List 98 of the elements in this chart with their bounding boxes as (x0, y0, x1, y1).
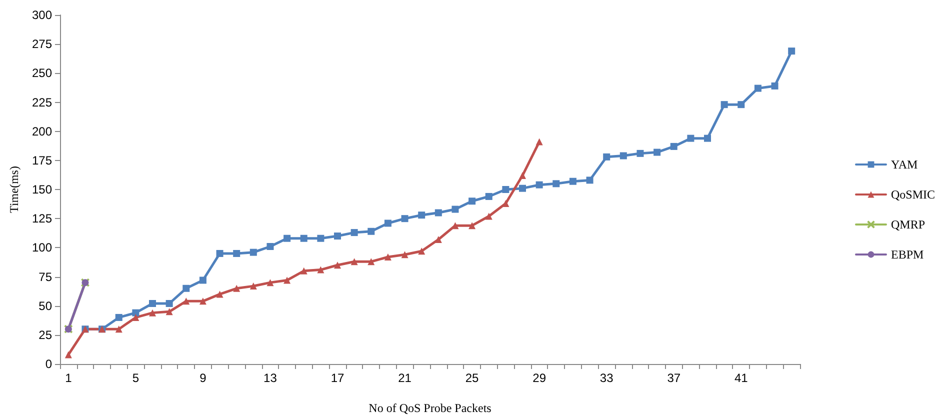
point (754, 84, 762, 92)
y-tick-label: 25 (38, 328, 52, 342)
point (182, 284, 190, 292)
point (350, 229, 358, 236)
point (738, 101, 745, 108)
point (536, 138, 543, 146)
point (334, 232, 341, 240)
y-tick-label: 200 (32, 124, 52, 138)
point (317, 234, 324, 242)
point (216, 290, 224, 298)
point (250, 248, 257, 256)
point (434, 236, 442, 244)
point (452, 206, 459, 213)
point (468, 198, 476, 205)
x-tick-label: 29 (532, 371, 546, 385)
y-tick-label: 225 (32, 95, 52, 110)
point (115, 326, 122, 333)
point (418, 248, 426, 255)
point (64, 351, 72, 358)
point (368, 228, 375, 235)
point (115, 314, 122, 321)
point (485, 192, 492, 200)
point (266, 279, 274, 286)
y-tick-label: 100 (32, 240, 52, 255)
x-tick-label: 21 (398, 371, 412, 385)
point (434, 209, 442, 216)
y-tick-label: 50 (38, 298, 52, 313)
y-tick-label: 275 (32, 37, 52, 52)
point (132, 314, 140, 321)
point (485, 212, 492, 220)
point (149, 309, 156, 316)
point (284, 276, 291, 284)
point (300, 234, 308, 242)
point (266, 243, 274, 250)
x-tick-label: 37 (667, 371, 681, 385)
point (182, 298, 190, 305)
point (519, 172, 526, 180)
y-tick-label: 250 (32, 66, 52, 80)
x-tick-label: 5 (132, 371, 140, 385)
point (636, 150, 644, 157)
point (216, 250, 224, 257)
x-tick-label: 33 (600, 371, 614, 385)
point (250, 282, 257, 290)
point (368, 258, 375, 266)
legend-label: EBPM (890, 248, 924, 262)
point (317, 266, 324, 274)
point (199, 276, 206, 284)
y-tick-label: 175 (32, 153, 52, 168)
point (401, 215, 408, 222)
x-tick-label: 1 (65, 371, 72, 385)
y-tick-label: 75 (38, 270, 52, 284)
y-tick-label: 300 (32, 8, 52, 22)
point (720, 101, 728, 108)
point (687, 134, 694, 142)
point (132, 309, 140, 316)
point (620, 152, 627, 160)
point (166, 308, 173, 316)
point (586, 176, 594, 184)
x-tick-label: 25 (465, 371, 480, 385)
x-tick-label: 17 (330, 371, 344, 385)
point (468, 222, 476, 230)
point (384, 253, 392, 260)
y-tick-label: 150 (32, 182, 52, 196)
point (704, 134, 711, 142)
point (654, 148, 661, 156)
point (233, 250, 240, 257)
point (233, 284, 240, 292)
point (771, 82, 778, 90)
point (300, 267, 308, 274)
point (384, 220, 392, 227)
point (149, 300, 156, 308)
y-tick-label: 125 (32, 212, 52, 226)
x-tick-label: 13 (264, 371, 278, 385)
y-tick-label: 0 (45, 357, 52, 371)
point (166, 300, 173, 308)
point (536, 181, 543, 188)
point (670, 142, 678, 150)
point (452, 222, 459, 230)
legend-label: QoSMIC (890, 188, 936, 202)
point (552, 180, 560, 188)
point (350, 258, 358, 266)
x-tick-label: 41 (734, 371, 748, 385)
point (502, 186, 510, 193)
legend-label: QMRP (890, 218, 926, 232)
x-tick-label: 9 (200, 371, 207, 385)
point (569, 178, 576, 185)
point (334, 262, 341, 269)
point (418, 212, 426, 219)
legend-label: YAM (890, 158, 918, 172)
point (519, 184, 526, 192)
point (502, 200, 510, 207)
x-axis-title: No of QoS Probe Packets (368, 401, 492, 415)
point (603, 153, 610, 160)
point (284, 234, 291, 242)
point (401, 251, 408, 258)
point (199, 298, 206, 305)
y-axis-title: Time(ms) (7, 166, 21, 213)
point (788, 48, 796, 55)
